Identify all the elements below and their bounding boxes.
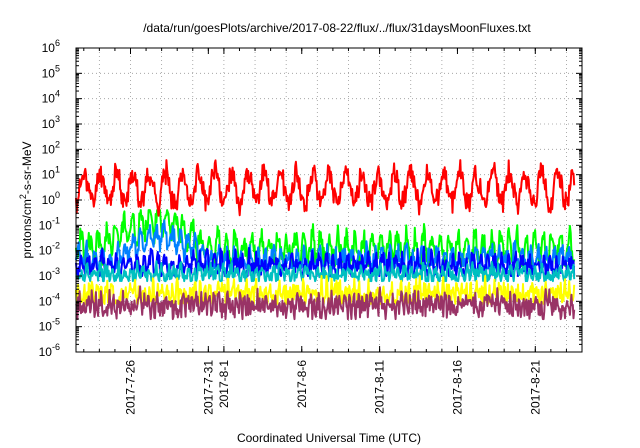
y-tick-label: 103 <box>42 114 60 131</box>
chart-title: /data/run/goesPlots/archive/2017-08-22/f… <box>143 21 531 35</box>
series-layer <box>75 159 576 321</box>
y-tick-label-exp: -4 <box>52 291 60 301</box>
y-axis-label-sup: 2 <box>18 194 28 199</box>
y-tick-label: 10-3 <box>39 266 60 283</box>
y-tick-label: 10-4 <box>39 291 60 308</box>
y-tick-label-exp: 6 <box>55 38 60 48</box>
x-tick-label: 2017-8-1 <box>217 360 231 408</box>
y-tick-label-exp: 3 <box>55 114 60 124</box>
y-tick-label: 105 <box>42 63 60 80</box>
y-tick-label: 104 <box>42 89 60 106</box>
y-tick-label-exp: -2 <box>52 241 60 251</box>
series-line-1 <box>75 159 576 217</box>
x-tick-label: 2017-7-31 <box>201 360 215 415</box>
y-tick-label-exp: -3 <box>52 266 60 276</box>
y-tick-label: 102 <box>42 139 60 156</box>
y-tick-label-exp: -6 <box>52 342 60 352</box>
y-tick-label: 10-1 <box>39 215 60 232</box>
x-axis: 2017-7-26 2017-7-31 2017-8-1 2017-8-6 2017-8… <box>83 48 567 415</box>
y-tick-label-exp: -5 <box>52 317 60 327</box>
y-axis-label: protons/cm2-s-sr-MeV <box>18 141 34 258</box>
y-tick-label-exp: 1 <box>55 165 60 175</box>
series-line-5 <box>75 259 576 283</box>
y-tick-label-exp: 5 <box>55 63 60 73</box>
series-line-7 <box>75 285 576 321</box>
x-tick-label: 2017-8-6 <box>295 360 309 408</box>
x-tick-label: 2017-8-11 <box>373 360 387 414</box>
x-axis-label: Coordinated Universal Time (UTC) <box>237 431 421 445</box>
y-tick-label: 106 <box>42 38 60 55</box>
y-tick-label-exp: 4 <box>55 89 60 99</box>
y-tick-label: 100 <box>42 190 60 207</box>
y-tick-label-exp: 0 <box>55 190 60 200</box>
x-tick-label: 2017-7-26 <box>123 360 137 415</box>
y-tick-label: 10-5 <box>39 317 60 334</box>
y-tick-label: 10-6 <box>39 342 60 359</box>
x-tick-label: 2017-8-21 <box>528 360 542 415</box>
y-tick-label: 10-2 <box>39 241 60 258</box>
y-axis-label-base: protons/cm <box>20 199 34 258</box>
y-tick-label-exp: 2 <box>55 139 60 149</box>
y-tick-label-exp: -1 <box>52 215 60 225</box>
y-axis-label-rest: -s-sr-MeV <box>20 141 34 194</box>
x-tick-label: 2017-8-16 <box>450 360 464 415</box>
y-tick-label: 101 <box>42 165 60 182</box>
